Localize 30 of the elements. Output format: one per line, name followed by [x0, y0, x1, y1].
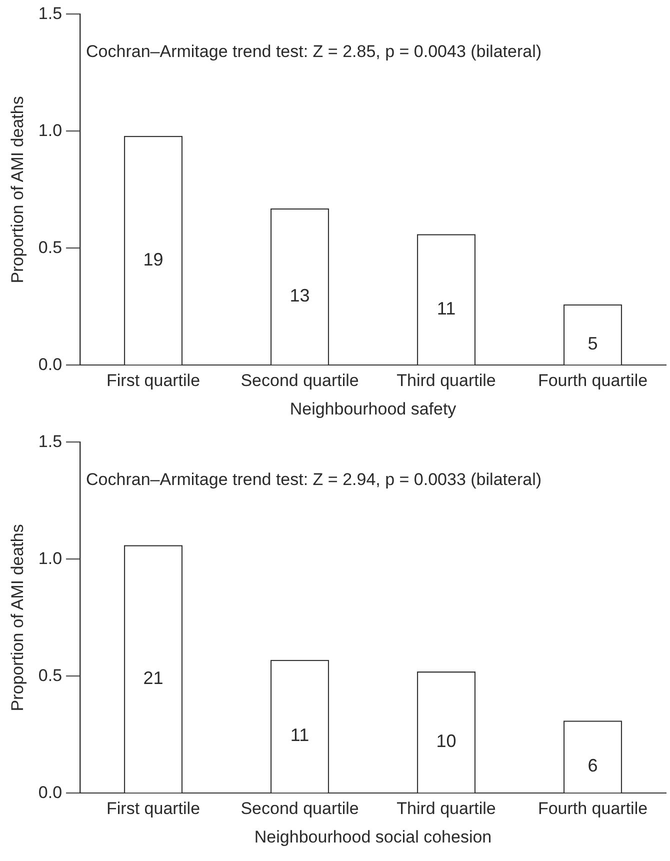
- x-axis-title: Neighbourhood safety: [290, 399, 457, 418]
- annotation: 21: [143, 668, 164, 688]
- y-tick-label: 0.0: [38, 782, 62, 802]
- annotation: Cochran–Armitage trend test: Z = 2.94, p = 0.0033 (bilateral): [86, 470, 542, 489]
- y-tick-label: 1.5: [38, 4, 62, 23]
- x-tick-label: Second quartile: [240, 371, 359, 390]
- y-tick-label: 0.5: [38, 238, 62, 257]
- annotation: 6: [588, 756, 598, 776]
- x-tick-label: First quartile: [106, 799, 200, 818]
- y-tick-label: 0.0: [38, 354, 62, 374]
- annotation: 10: [436, 731, 456, 752]
- x-tick-label: Fourth quartile: [538, 371, 648, 390]
- annotation: 13: [290, 286, 310, 306]
- annotation: 11: [436, 298, 456, 318]
- x-tick-label: Fourth quartile: [538, 799, 648, 818]
- y-tick-label: 1.5: [38, 432, 62, 451]
- x-tick-label: Second quartile: [240, 799, 359, 818]
- annotation: 19: [143, 249, 164, 270]
- y-tick-label: 1.0: [38, 548, 62, 568]
- x-axis-title: Neighbourhood social cohesion: [254, 827, 492, 846]
- y-tick-label: 1.0: [38, 120, 62, 140]
- annotation: 5: [588, 334, 598, 354]
- y-axis-title: Proportion of AMI deaths: [8, 524, 27, 712]
- x-tick-label: Third quartile: [396, 799, 496, 818]
- annotation: 11: [290, 725, 310, 746]
- annotation: Cochran–Armitage trend test: Z = 2.85, p = 0.0043 (bilateral): [86, 42, 542, 61]
- y-axis-title: Proportion of AMI deaths: [8, 96, 27, 284]
- x-tick-label: Third quartile: [396, 371, 496, 390]
- x-tick-label: First quartile: [106, 371, 200, 390]
- y-tick-label: 0.5: [38, 666, 62, 685]
